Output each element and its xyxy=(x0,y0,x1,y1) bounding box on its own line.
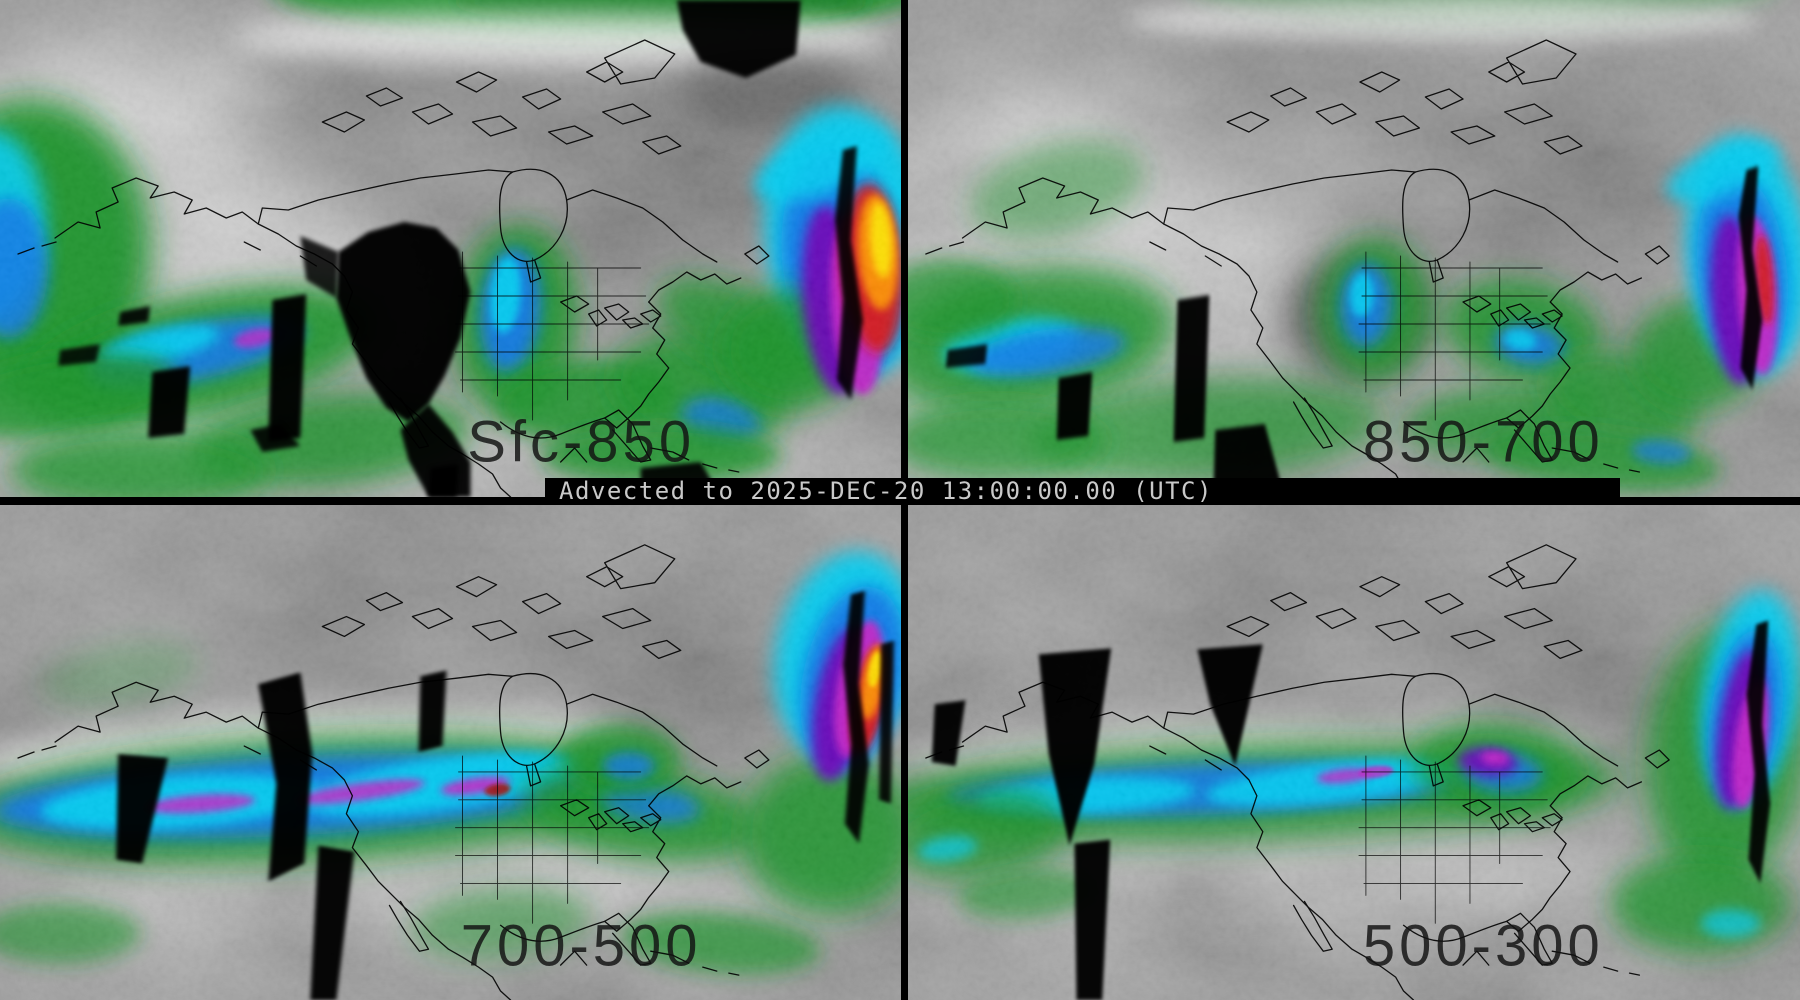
panel-sfc-850: Sfc-850 xyxy=(0,0,901,497)
timestamp-text: Advected to 2025-DEC-20 13:00:00.00 (UTC… xyxy=(559,477,1213,505)
panel-500-300: 500-300 xyxy=(908,505,1800,1000)
panel-700-500: 700-500 xyxy=(0,505,901,1000)
layer-label-850-700: 850-700 xyxy=(1362,409,1604,475)
water-vapor-imagery-850-700 xyxy=(908,0,1800,497)
timestamp-banner: Advected to 2025-DEC-20 13:00:00.00 (UTC… xyxy=(545,478,1620,505)
layer-label-500-300: 500-300 xyxy=(1362,913,1604,979)
layer-label-700-500: 700-500 xyxy=(460,913,702,979)
layer-label-sfc-850: Sfc-850 xyxy=(467,409,696,475)
water-vapor-imagery-500-300 xyxy=(908,505,1800,1000)
panel-850-700: 850-700 xyxy=(908,0,1800,497)
water-vapor-imagery-sfc-850 xyxy=(0,0,901,497)
water-vapor-imagery-700-500 xyxy=(0,505,901,1000)
